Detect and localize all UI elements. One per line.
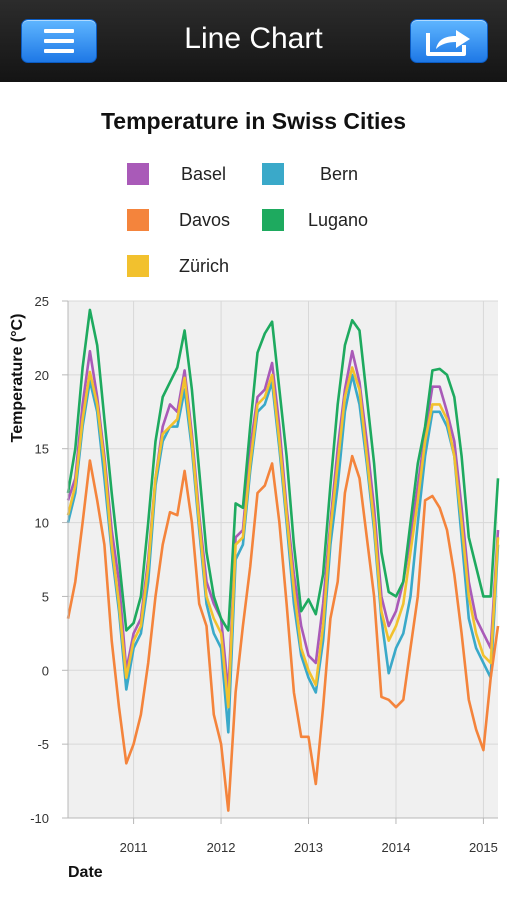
- series-line-zurich: [66, 366, 500, 709]
- share-button[interactable]: [410, 19, 488, 63]
- legend-label-basel: Basel: [181, 163, 227, 184]
- series-line-lugano: [66, 308, 500, 632]
- y-tick-label: 5: [42, 589, 49, 604]
- series-lines: [66, 308, 500, 812]
- legend-swatch-davos: [127, 209, 149, 231]
- legend-label-zurich: Zürich: [179, 255, 230, 276]
- x-tick-label: 2012: [207, 840, 236, 855]
- y-tick-label: 10: [35, 516, 49, 531]
- x-tick-label: 2015: [469, 840, 498, 855]
- hamburger-menu-icon: [44, 29, 74, 53]
- x-axis-ticks: 2011 2012 2013 2014 2015: [120, 818, 498, 855]
- navigation-bar: Line Chart: [0, 0, 507, 82]
- y-axis-label: Temperature (°C): [9, 314, 26, 443]
- x-axis-label: Date: [68, 864, 103, 881]
- series-line-davos: [66, 454, 500, 812]
- legend-item-zurich: Zürich: [127, 255, 229, 277]
- legend-label-lugano: Lugano: [308, 209, 369, 230]
- legend-label-bern: Bern: [320, 163, 359, 184]
- legend-item-basel: Basel: [127, 163, 226, 185]
- legend-swatch-lugano: [262, 209, 284, 231]
- legend-swatch-zurich: [127, 255, 149, 277]
- share-icon: [426, 30, 470, 56]
- page-title: Line Chart: [184, 22, 323, 55]
- y-tick-label: 0: [42, 663, 49, 678]
- y-axis-ticks: -10 -5 0 5 10 15 20 25: [30, 294, 68, 826]
- chart-title: Temperature in Swiss Cities: [100, 108, 407, 134]
- legend-item-lugano: Lugano: [262, 209, 368, 231]
- legend-label-davos: Davos: [179, 209, 231, 230]
- x-tick-label: 2013: [294, 840, 323, 855]
- y-tick-label: -10: [30, 811, 49, 826]
- x-tick-label: 2014: [382, 840, 411, 855]
- x-tick-label: 2011: [120, 840, 148, 855]
- menu-button[interactable]: [21, 19, 97, 63]
- y-tick-label: 20: [35, 368, 49, 383]
- legend-item-bern: Bern: [262, 163, 358, 185]
- y-tick-label: 25: [35, 294, 49, 309]
- y-tick-label: -5: [37, 737, 49, 752]
- legend-swatch-bern: [262, 163, 284, 185]
- legend-swatch-basel: [127, 163, 149, 185]
- y-tick-label: 15: [35, 442, 49, 457]
- legend-item-davos: Davos: [127, 209, 230, 231]
